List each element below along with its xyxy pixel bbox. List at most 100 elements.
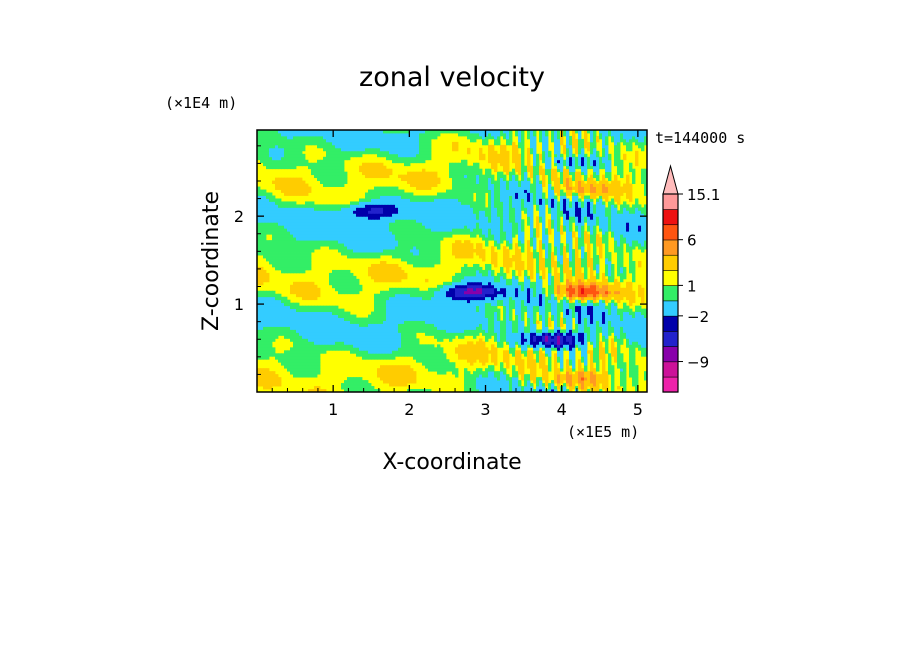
field-cell bbox=[560, 255, 564, 259]
field-cell bbox=[416, 350, 420, 354]
field-cell bbox=[404, 302, 408, 307]
field-cell bbox=[434, 308, 438, 313]
field-cell bbox=[389, 329, 393, 333]
field-cell bbox=[485, 305, 489, 310]
field-cell bbox=[548, 356, 552, 360]
field-cell bbox=[527, 302, 531, 307]
field-cell bbox=[644, 231, 647, 235]
field-cell bbox=[383, 269, 387, 274]
field-cell bbox=[530, 275, 534, 280]
field-cell bbox=[638, 314, 642, 318]
field-cell bbox=[536, 261, 540, 265]
field-cell bbox=[344, 246, 348, 250]
field-cell bbox=[554, 353, 558, 357]
field-cell bbox=[389, 263, 393, 268]
field-cell bbox=[611, 231, 615, 235]
field-cell bbox=[419, 356, 423, 360]
field-cell bbox=[491, 299, 495, 304]
field-cell bbox=[476, 284, 480, 289]
field-cell bbox=[425, 261, 429, 265]
field-cell bbox=[566, 240, 570, 244]
field-cell bbox=[272, 231, 276, 235]
field-cell bbox=[608, 320, 612, 324]
field-cell bbox=[410, 296, 414, 301]
field-cell bbox=[455, 317, 459, 321]
field-cell bbox=[257, 246, 261, 250]
field-cell bbox=[521, 287, 525, 292]
field-cell bbox=[362, 255, 366, 259]
field-cell bbox=[626, 329, 630, 333]
field-cell bbox=[596, 314, 600, 318]
field-cell bbox=[299, 329, 303, 333]
field-cell bbox=[305, 359, 309, 363]
field-cell bbox=[422, 326, 426, 330]
field-cell bbox=[404, 341, 408, 345]
field-cell bbox=[572, 263, 576, 268]
field-cell bbox=[599, 308, 603, 313]
field-cell bbox=[338, 344, 342, 348]
field-cell bbox=[566, 365, 570, 369]
field-cell bbox=[557, 377, 561, 381]
field-cell bbox=[269, 320, 273, 324]
field-cell bbox=[605, 335, 609, 339]
field-cell bbox=[593, 266, 597, 271]
field-cell bbox=[296, 362, 300, 366]
field-cell bbox=[434, 255, 438, 259]
field-cell bbox=[440, 350, 444, 354]
field-cell bbox=[338, 281, 342, 286]
field-cell bbox=[350, 347, 354, 351]
field-cell bbox=[317, 320, 321, 324]
field-cell bbox=[377, 350, 381, 354]
field-cell bbox=[518, 243, 522, 247]
field-cell bbox=[452, 362, 456, 366]
field-cell bbox=[593, 311, 597, 315]
field-cell bbox=[569, 374, 573, 378]
field-cell bbox=[632, 263, 636, 268]
field-cell bbox=[566, 237, 570, 241]
field-cell bbox=[557, 261, 561, 265]
field-cell bbox=[386, 353, 390, 357]
field-cell bbox=[575, 240, 579, 244]
field-cell bbox=[494, 299, 498, 304]
field-cell bbox=[365, 243, 369, 247]
field-cell bbox=[416, 356, 420, 360]
field-cell bbox=[410, 293, 414, 298]
field-cell bbox=[476, 341, 480, 345]
field-cell bbox=[590, 308, 594, 313]
field-cell bbox=[413, 258, 417, 262]
field-cell bbox=[548, 246, 552, 250]
field-cell bbox=[353, 278, 357, 283]
field-cell bbox=[299, 255, 303, 259]
field-cell bbox=[533, 317, 537, 321]
field-cell bbox=[551, 347, 555, 351]
field-cell bbox=[521, 389, 525, 392]
field-cell bbox=[299, 305, 303, 310]
field-cell bbox=[278, 258, 282, 262]
field-cell bbox=[425, 344, 429, 348]
field-cell bbox=[506, 287, 510, 292]
field-cell bbox=[434, 326, 438, 330]
field-cell bbox=[479, 249, 483, 253]
field-cell bbox=[257, 377, 261, 381]
field-cell bbox=[485, 380, 489, 384]
field-cell bbox=[476, 347, 480, 351]
field-cell bbox=[476, 356, 480, 360]
field-cell bbox=[512, 287, 516, 292]
field-cell bbox=[419, 237, 423, 241]
field-cell bbox=[392, 299, 396, 304]
field-cell bbox=[470, 347, 474, 351]
field-cell bbox=[428, 368, 432, 372]
field-cell bbox=[461, 308, 465, 313]
field-cell bbox=[266, 344, 270, 348]
field-cell bbox=[299, 293, 303, 298]
field-cell bbox=[392, 266, 396, 271]
field-cell bbox=[542, 317, 546, 321]
field-cell bbox=[287, 228, 291, 232]
field-cell bbox=[320, 344, 324, 348]
field-cell bbox=[308, 332, 312, 336]
field-cell bbox=[590, 386, 594, 390]
field-cell bbox=[350, 240, 354, 244]
field-cell bbox=[512, 281, 516, 286]
field-cell bbox=[359, 240, 363, 244]
field-cell bbox=[407, 344, 411, 348]
